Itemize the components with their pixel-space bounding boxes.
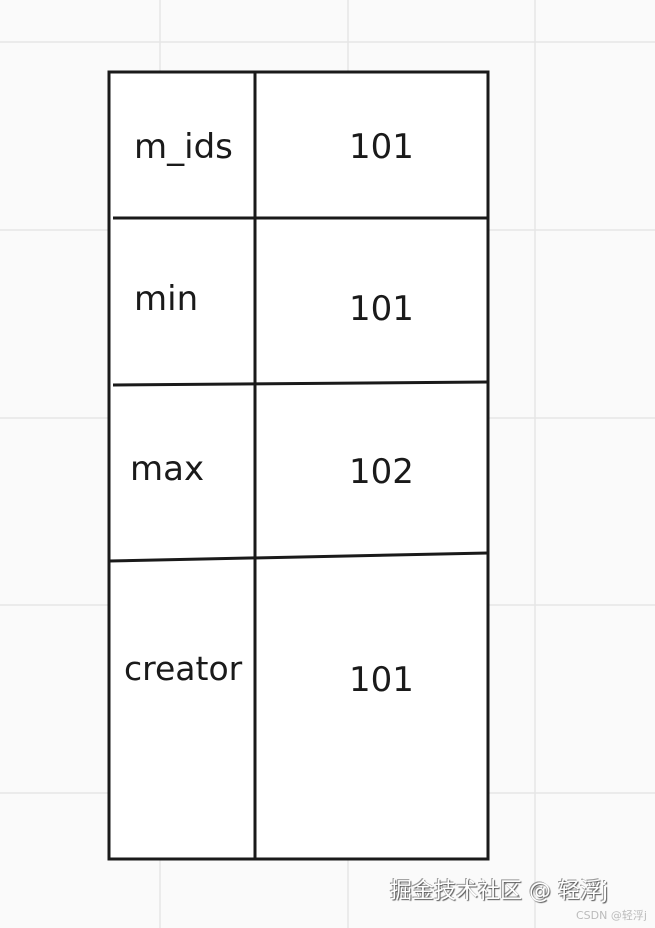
table-outline [107, 70, 490, 861]
row-label-creator: creator [124, 649, 243, 688]
table-borders [107, 70, 490, 861]
row-label-min: min [134, 279, 199, 319]
row-divider [108, 551, 489, 563]
row-divider [112, 380, 489, 387]
watermark: 掘金技术社区 @ 轻浮j [390, 879, 609, 904]
row-value-min: 101 [349, 289, 414, 329]
row-label-max: max [130, 449, 205, 489]
watermark-sub: CSDN @轻浮j [576, 909, 647, 922]
row-label-m-ids: m_ids [134, 127, 233, 167]
row-value-m-ids: 101 [349, 127, 414, 167]
row-value-creator: 101 [349, 660, 414, 700]
row-value-max: 102 [349, 452, 414, 492]
